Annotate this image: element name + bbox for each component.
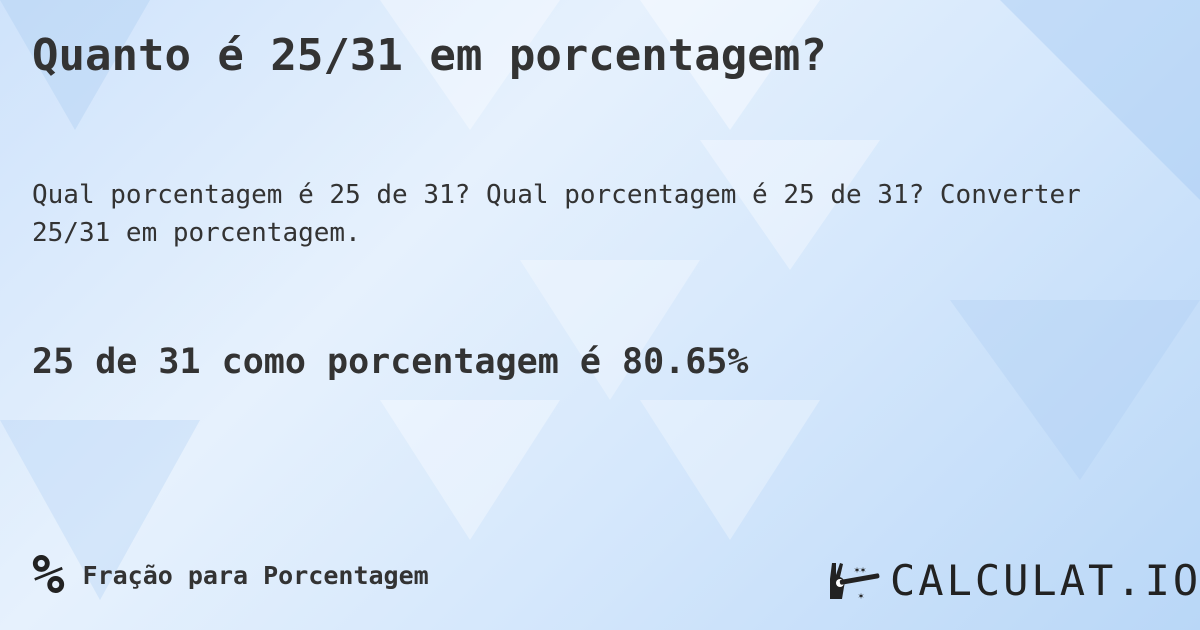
- logo[interactable]: ✶✶ ✶ CALCULAT.IO: [828, 556, 1200, 605]
- description: Qual porcentagem é 25 de 31? Qual porcen…: [32, 180, 1081, 248]
- page-title: Quanto é 25/31 em porcentagem?: [32, 30, 827, 81]
- svg-text:✶: ✶: [858, 591, 864, 602]
- percent-icon: %: [32, 543, 65, 606]
- svg-text:✶✶: ✶✶: [854, 565, 866, 576]
- category-link[interactable]: % Fração para Porcentagem: [32, 548, 429, 602]
- logo-text: CALCULAT.IO: [890, 556, 1200, 605]
- category-label: Fração para Porcentagem: [82, 560, 429, 590]
- answer-text: 25 de 31 como porcentagem é 80.65%: [32, 342, 749, 382]
- magic-hand-wand-icon: ✶✶ ✶: [830, 562, 880, 602]
